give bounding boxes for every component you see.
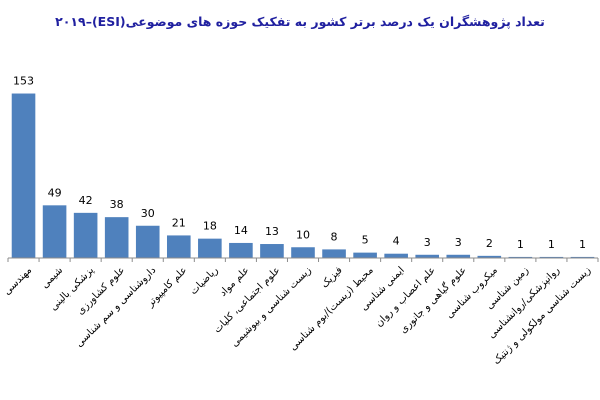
category-label: شیمی [39, 265, 65, 291]
x-axis-ticks [7, 258, 599, 262]
bar-value-label: 21 [172, 216, 186, 229]
bar [384, 253, 408, 258]
bar-value-label: 1 [548, 238, 555, 251]
bar [508, 256, 533, 258]
bar-value-label: 1 [517, 238, 524, 251]
bar-value-label: 3 [424, 236, 431, 249]
bar [166, 235, 191, 258]
category-label: فیزیک [319, 265, 345, 291]
bar-value-label: 38 [110, 198, 124, 211]
bar [539, 256, 564, 258]
bar [446, 254, 471, 258]
bar-value-label: 13 [265, 225, 279, 238]
chart-title: تعداد پژوهشگران یک درصد برتر کشور به تفک… [55, 14, 545, 29]
bar [11, 93, 36, 259]
bar [73, 212, 98, 258]
bar-value-label: 49 [48, 186, 62, 199]
category-label: مهندسی [2, 265, 34, 297]
bar-value-label: 10 [296, 228, 310, 241]
category-label: ریاضیات [188, 265, 220, 297]
bar-value-label: 1 [579, 238, 586, 251]
bar-value-label: 8 [331, 230, 338, 243]
bar [322, 249, 346, 258]
bar [42, 205, 67, 258]
bar [415, 254, 440, 258]
bar-value-label: 30 [141, 207, 155, 220]
bar [353, 252, 377, 258]
bar [291, 247, 315, 258]
bar-value-label: 18 [203, 220, 217, 233]
bar-value-label: 2 [486, 237, 493, 250]
bar [135, 225, 160, 258]
bar [260, 244, 284, 258]
bar-value-label: 153 [13, 75, 34, 88]
bar [198, 238, 222, 258]
bar-value-label: 3 [455, 236, 462, 249]
bar [570, 256, 595, 258]
bar [477, 255, 502, 258]
bar-value-label: 4 [393, 235, 400, 248]
bars-group [11, 93, 595, 259]
bar-value-label: 14 [234, 224, 248, 237]
bar-value-label: 42 [79, 194, 93, 207]
bar-value-label: 5 [362, 234, 369, 247]
bar [229, 242, 253, 258]
bar [104, 217, 129, 258]
